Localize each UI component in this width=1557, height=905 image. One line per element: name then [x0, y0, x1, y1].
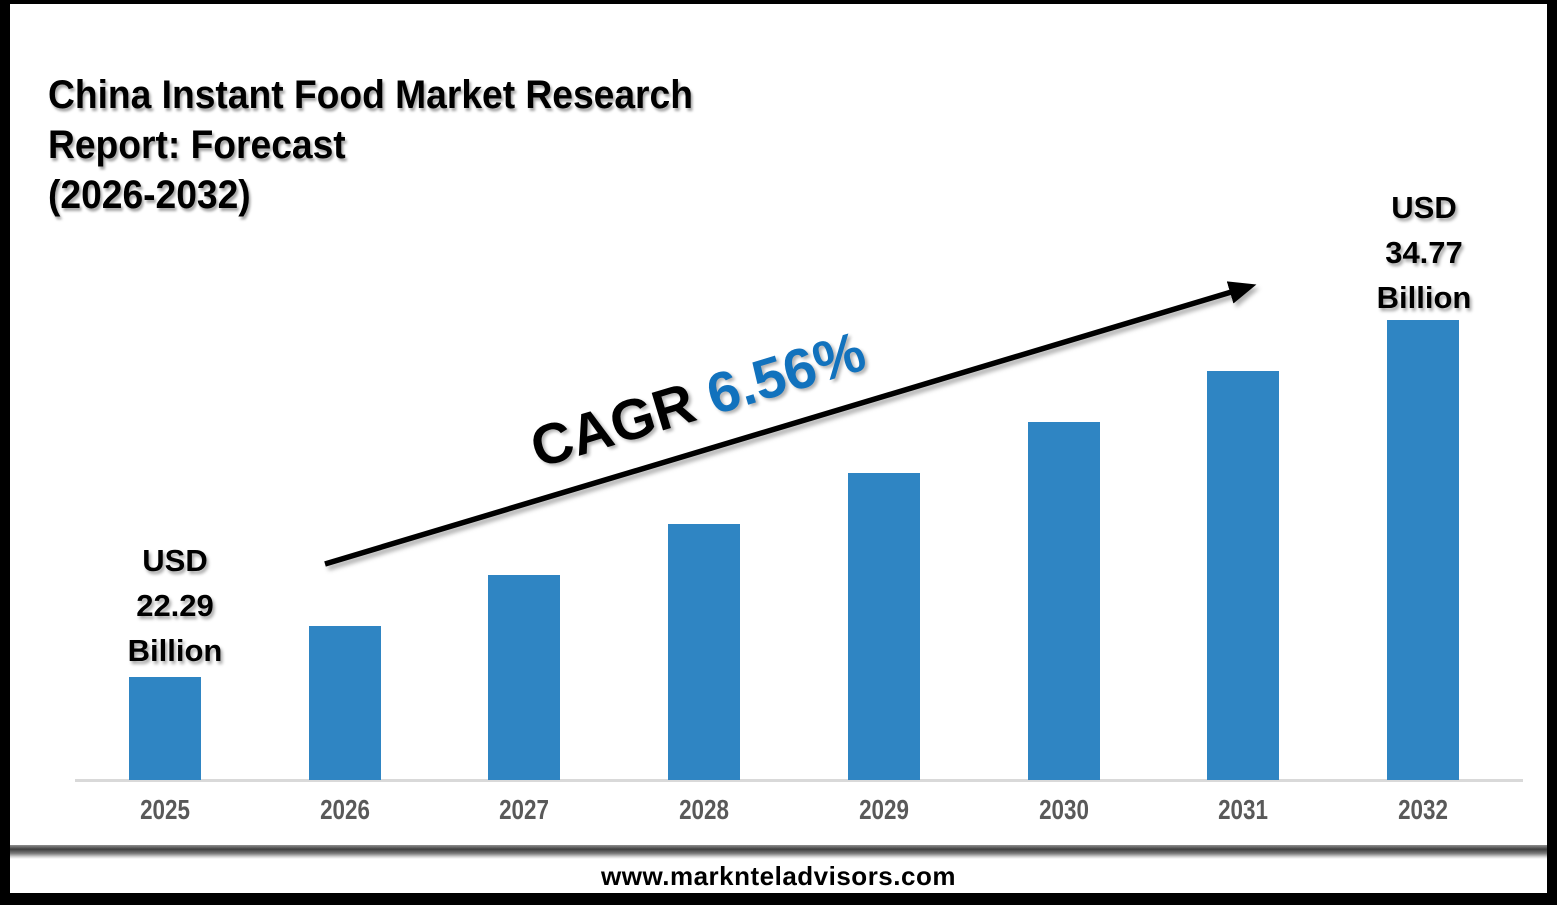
first-bar-value-label: USD 22.29 Billion	[90, 538, 260, 673]
border-right	[1547, 0, 1557, 905]
footer-url: www.marknteladvisors.com	[601, 860, 956, 891]
page-title: China Instant Food Market Research Repor…	[48, 70, 693, 220]
last-bar-value-label: USD 34.77 Billion	[1339, 185, 1509, 320]
x-tick-2031: 2031	[1218, 794, 1269, 825]
bar-2029	[847, 473, 920, 780]
footer-divider	[10, 845, 1547, 859]
border-left	[0, 0, 10, 905]
x-tick-2027: 2027	[499, 794, 550, 825]
x-tick-2026: 2026	[319, 794, 370, 825]
first-bar-value-line-1: USD	[142, 543, 208, 578]
title-line-1: China Instant Food Market Research	[48, 73, 693, 117]
x-tick-2032: 2032	[1398, 794, 1448, 825]
cagr-value: 6.56%	[699, 319, 873, 428]
last-bar-value-line-2: 34.77	[1385, 235, 1463, 270]
cagr-label: CAGR	[523, 370, 703, 481]
title-line-3: (2026-2032)	[48, 173, 251, 217]
bar-2032	[1387, 320, 1459, 780]
x-axis-line	[75, 779, 1523, 782]
bar-2026	[308, 626, 381, 780]
bar-2030	[1027, 422, 1100, 780]
x-tick-2025: 2025	[140, 794, 190, 825]
bar-2031	[1207, 371, 1280, 780]
bar-2025	[129, 677, 201, 780]
x-tick-2030: 2030	[1038, 794, 1089, 825]
last-bar-value-line-1: USD	[1391, 190, 1457, 225]
trend-arrow-icon	[324, 281, 1257, 567]
border-top	[0, 0, 1557, 4]
first-bar-value-line-3: Billion	[127, 633, 223, 668]
footer: www.marknteladvisors.com	[10, 859, 1547, 893]
x-tick-2029: 2029	[858, 794, 909, 825]
first-bar-value-line-2: 22.29	[136, 588, 214, 623]
border-bottom	[0, 893, 1557, 905]
bar-2028	[668, 524, 741, 780]
title-line-2: Report: Forecast	[48, 123, 346, 167]
bar-2027	[488, 575, 561, 780]
x-tick-2028: 2028	[679, 794, 730, 825]
last-bar-value-line-3: Billion	[1376, 280, 1472, 315]
